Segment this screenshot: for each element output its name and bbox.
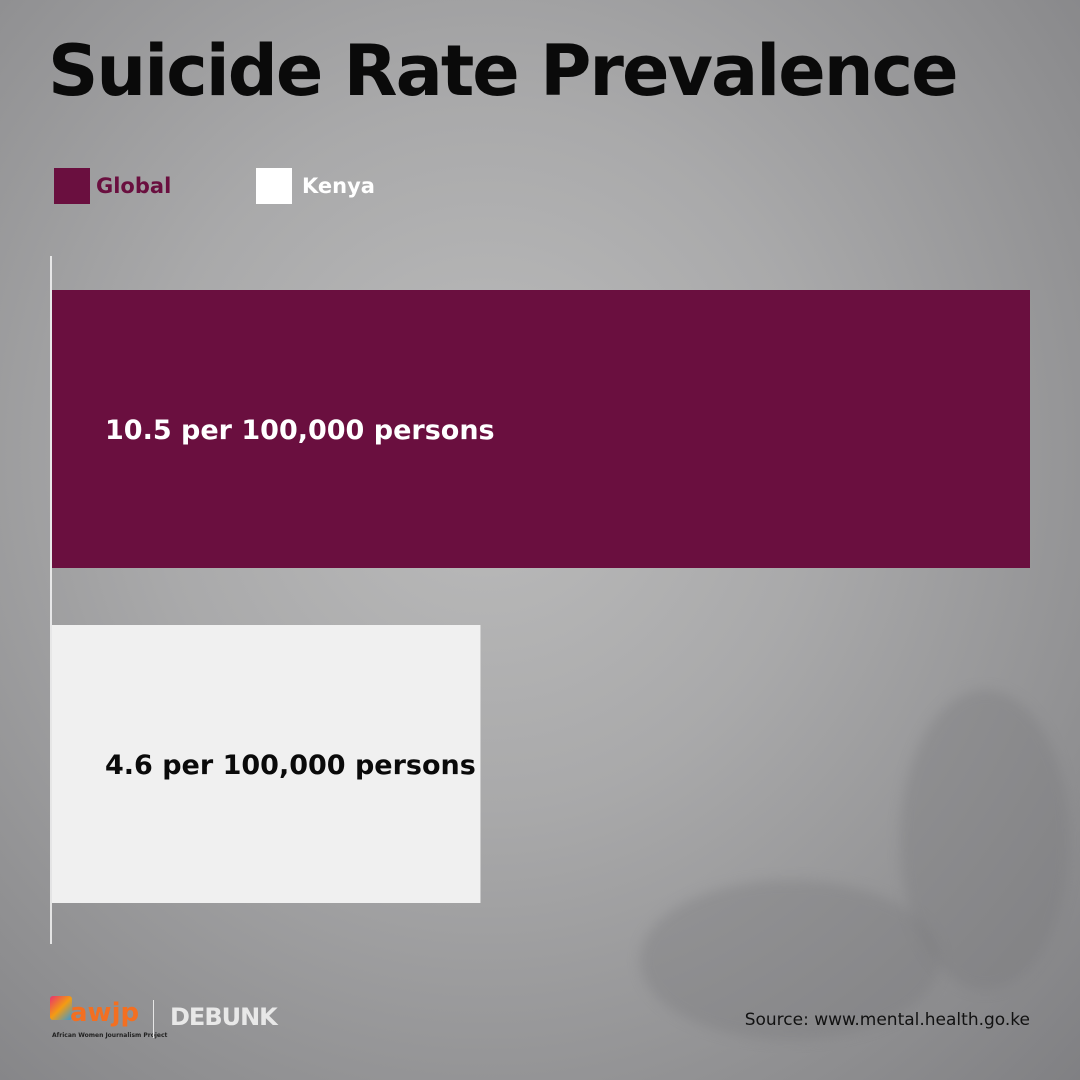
legend-swatch-global — [54, 168, 90, 204]
source-text: Source: www.mental.health.go.ke — [744, 1010, 1030, 1030]
bar-data-label-kenya: 4.6 per 100,000 persons — [105, 750, 476, 781]
legend-label-global: Global — [96, 174, 172, 198]
logo-divider — [153, 1000, 154, 1038]
bar-kenya — [52, 625, 481, 903]
bar-data-label-global: 10.5 per 100,000 persons — [105, 415, 495, 446]
legend-swatch-kenya — [256, 168, 292, 204]
background-map-texture — [900, 690, 1070, 990]
awjp-logo-text: awjp — [70, 998, 140, 1028]
awjp-logo-caption: African Women Journalism Project — [52, 1032, 168, 1039]
bar-global — [52, 290, 1030, 568]
awjp-logo-mark — [50, 996, 72, 1020]
legend-label-kenya: Kenya — [302, 174, 375, 198]
background-map-texture — [640, 880, 940, 1040]
chart-title: Suicide Rate Prevalence — [48, 30, 959, 112]
debunk-logo: DEBUNK — [170, 1003, 278, 1031]
